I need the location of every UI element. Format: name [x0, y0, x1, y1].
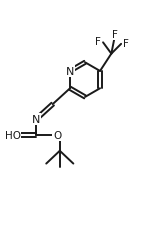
Text: N: N	[66, 67, 74, 77]
Text: HO: HO	[5, 130, 21, 140]
Text: F: F	[95, 36, 101, 46]
Text: F: F	[112, 30, 118, 40]
Text: O: O	[53, 130, 61, 140]
Text: N: N	[32, 115, 40, 125]
Text: F: F	[123, 39, 129, 49]
